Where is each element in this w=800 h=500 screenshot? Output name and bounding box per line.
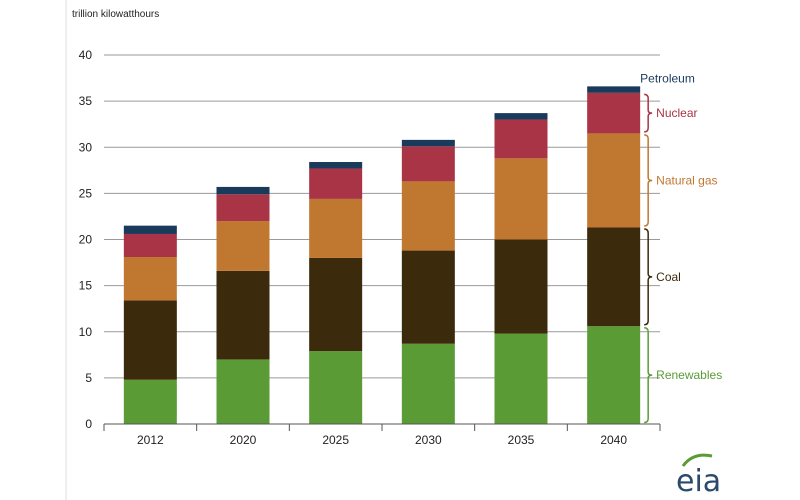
bar-renewables-2020 xyxy=(216,359,270,424)
bar-coal-2025 xyxy=(309,257,363,352)
bar-petroleum-2012 xyxy=(123,225,177,234)
legend-entry-coal: Coal xyxy=(644,228,681,326)
y-tick-label: 15 xyxy=(79,279,93,293)
x-tick-label: 2012 xyxy=(137,433,164,447)
legend: Renewables Coal Natural gas Nuclear Petroleu… xyxy=(640,71,722,424)
legend-label: Coal xyxy=(656,270,681,284)
bar-petroleum-2035 xyxy=(494,113,548,120)
bar-petroleum-2025 xyxy=(309,162,363,169)
bar-coal-2030 xyxy=(401,250,455,344)
bar-renewables-2040 xyxy=(587,326,641,424)
legend-entry-petroleum: Petroleum xyxy=(640,71,695,85)
bar-nuclear-2040 xyxy=(587,92,641,134)
bar-renewables-2025 xyxy=(309,351,363,424)
bar-nuclear-2035 xyxy=(494,119,548,159)
logo-text: eia xyxy=(676,464,721,499)
legend-brace-icon xyxy=(644,93,653,133)
x-tick-label: 2035 xyxy=(508,433,535,447)
bar-coal-2012 xyxy=(123,300,177,380)
bar-stack-2040 xyxy=(587,86,641,424)
eia-logo: eia xyxy=(676,453,721,499)
bar-natural-gas-2035 xyxy=(494,158,548,240)
bar-stacks xyxy=(123,86,641,424)
y-tick-label: 35 xyxy=(79,94,93,108)
gridlines xyxy=(104,54,660,379)
bar-stack-2020 xyxy=(216,186,270,424)
bar-natural-gas-2025 xyxy=(309,198,363,258)
bar-renewables-2035 xyxy=(494,333,548,424)
legend-brace-icon xyxy=(644,326,653,424)
y-tick-label: 20 xyxy=(79,233,93,247)
bar-petroleum-2020 xyxy=(216,186,270,195)
bar-stack-2025 xyxy=(309,162,363,424)
y-axis-ticks: 0 5 10 15 20 25 30 35 40 xyxy=(79,48,93,431)
bar-natural-gas-2012 xyxy=(123,257,177,301)
bar-nuclear-2012 xyxy=(123,233,177,258)
bar-stack-2035 xyxy=(494,113,548,424)
legend-label: Natural gas xyxy=(656,173,717,187)
bar-nuclear-2025 xyxy=(309,168,363,199)
bar-stack-2030 xyxy=(401,139,455,424)
bar-natural-gas-2040 xyxy=(587,133,641,228)
legend-entry-renewables: Renewables xyxy=(644,326,722,424)
legend-label: Petroleum xyxy=(640,71,695,85)
bar-natural-gas-2030 xyxy=(401,181,455,251)
bar-renewables-2030 xyxy=(401,343,455,424)
y-tick-label: 25 xyxy=(79,186,93,200)
legend-brace-icon xyxy=(644,228,653,326)
x-tick-label: 2025 xyxy=(322,433,349,447)
x-tick-label: 2020 xyxy=(230,433,257,447)
bar-stack-2012 xyxy=(123,225,177,424)
logo-swoosh-icon xyxy=(681,453,713,467)
bar-nuclear-2020 xyxy=(216,194,270,222)
x-axis: 2012 2020 2025 2030 2035 2040 xyxy=(103,423,661,447)
y-tick-label: 30 xyxy=(79,140,93,154)
bar-coal-2020 xyxy=(216,270,270,360)
legend-entry-natural-gas: Natural gas xyxy=(644,134,718,227)
bar-coal-2040 xyxy=(587,227,641,327)
bar-coal-2035 xyxy=(494,239,548,334)
y-tick-label: 40 xyxy=(79,48,93,62)
y-tick-label: 5 xyxy=(85,371,92,385)
x-tick-label: 2040 xyxy=(600,433,627,447)
bar-petroleum-2030 xyxy=(401,139,455,147)
y-tick-label: 0 xyxy=(85,417,92,431)
bar-renewables-2012 xyxy=(123,379,177,424)
bar-natural-gas-2020 xyxy=(216,221,270,271)
y-tick-label: 10 xyxy=(79,325,93,339)
legend-label: Renewables xyxy=(656,368,722,382)
legend-entry-nuclear: Nuclear xyxy=(644,93,698,133)
legend-brace-icon xyxy=(644,134,653,227)
legend-label: Nuclear xyxy=(656,106,697,120)
bar-petroleum-2040 xyxy=(587,86,641,93)
x-tick-label: 2030 xyxy=(415,433,442,447)
y-axis-unit-label: trillion kilowatthours xyxy=(72,9,159,20)
bar-nuclear-2030 xyxy=(401,146,455,182)
